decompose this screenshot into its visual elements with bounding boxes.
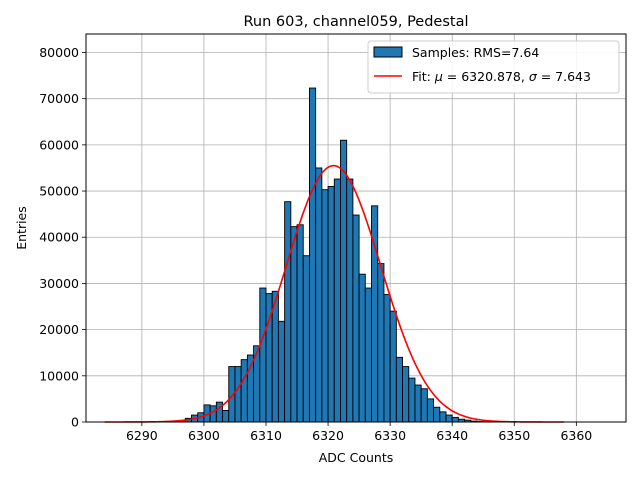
histogram-bar xyxy=(296,224,304,423)
y-tick-label: 70000 xyxy=(39,91,79,106)
legend-mu-symbol: μ xyxy=(434,69,443,84)
x-tick-label: 6320 xyxy=(312,428,344,443)
fit-curve xyxy=(104,164,564,423)
histogram-bar xyxy=(395,356,404,423)
x-tick-label: 6300 xyxy=(188,428,220,443)
plot-frame xyxy=(85,33,627,423)
legend-mu-value: = 6320.878, xyxy=(443,69,529,84)
histogram-bar xyxy=(352,214,360,423)
legend-samples-label: Samples: RMS=7.64 xyxy=(412,45,539,60)
histogram-bar xyxy=(222,410,230,423)
histogram-bar xyxy=(346,178,354,423)
histogram-bar xyxy=(389,310,397,423)
y-tick-label: 30000 xyxy=(39,276,79,291)
chart-title: Run 603, channel059, Pedestal xyxy=(243,14,468,30)
y-axis-label: Entries xyxy=(14,206,29,250)
y-tick-label: 20000 xyxy=(39,322,79,337)
histogram-bar xyxy=(358,273,366,423)
x-tick-label: 6350 xyxy=(498,428,530,443)
y-tick-label: 0 xyxy=(71,415,79,430)
histogram-bar xyxy=(284,201,292,423)
y-tick-label: 40000 xyxy=(39,230,79,245)
legend-box xyxy=(367,40,620,94)
x-axis-ticks: 6290 6300 6310 6320 6330 6340 6350 6360 xyxy=(126,422,592,443)
y-tick-label: 10000 xyxy=(39,368,79,383)
x-tick-label: 6290 xyxy=(126,428,158,443)
histogram-bar xyxy=(445,414,453,423)
histogram-bar xyxy=(240,359,248,423)
legend-samples-swatch xyxy=(373,46,403,58)
histogram-bar xyxy=(209,405,217,423)
legend-fit-prefix: Fit: xyxy=(412,69,435,84)
legend-sigma-value: = 7.643 xyxy=(537,69,591,84)
x-axis-label: ADC Counts xyxy=(319,450,394,465)
histogram-bar xyxy=(377,263,385,423)
x-tick-label: 6360 xyxy=(560,428,592,443)
histogram-bar xyxy=(402,366,410,423)
histogram-bar xyxy=(364,287,372,423)
histogram-bar xyxy=(426,398,435,423)
histogram-bar xyxy=(321,189,329,423)
legend-fit-label: Fit: μ = 6320.878, σ = 7.643 xyxy=(412,69,591,84)
histogram-bar xyxy=(259,287,267,423)
y-tick-label: 50000 xyxy=(39,184,79,199)
histogram-bar xyxy=(308,87,317,423)
histogram-bar xyxy=(271,290,279,423)
histogram-bar xyxy=(420,388,428,423)
histogram-bar xyxy=(433,406,441,423)
y-tick-label: 80000 xyxy=(39,45,79,60)
histogram-bar xyxy=(302,255,310,423)
histogram-bar xyxy=(315,167,323,423)
histogram-bar xyxy=(340,139,348,423)
histogram-bar xyxy=(277,320,286,423)
y-tick-label: 60000 xyxy=(39,137,79,152)
x-tick-label: 6310 xyxy=(250,428,282,443)
histogram-bar xyxy=(234,366,242,423)
legend-sigma-symbol: σ xyxy=(529,69,538,84)
histogram-bar xyxy=(290,226,298,423)
histogram-bar xyxy=(333,178,341,423)
histogram-bar xyxy=(408,377,416,423)
histogram-bar xyxy=(414,384,422,423)
y-axis-ticks: 0 10000 20000 30000 40000 50000 60000 70000 8000… xyxy=(39,45,86,430)
x-tick-label: 6340 xyxy=(436,428,468,443)
histogram-bar xyxy=(451,416,459,423)
histogram-bar xyxy=(327,185,335,423)
x-tick-label: 6330 xyxy=(374,428,406,443)
histogram-bar xyxy=(439,411,447,423)
legend: Samples: RMS=7.64 Fit: μ = 6320.878, σ =… xyxy=(367,40,620,94)
histogram-bar xyxy=(383,294,391,423)
